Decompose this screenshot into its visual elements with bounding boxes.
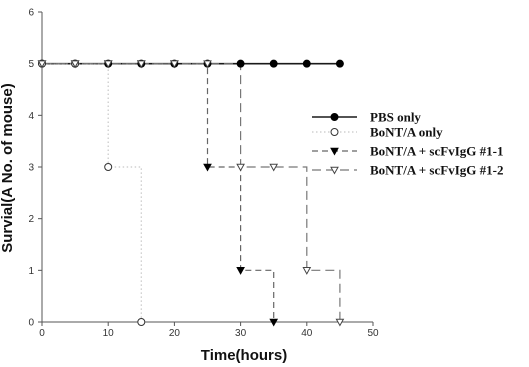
data-point bbox=[302, 59, 311, 68]
y-tick-label: 0 bbox=[28, 318, 34, 329]
series-layer bbox=[42, 62, 341, 322]
y-tick-label: 4 bbox=[28, 111, 34, 122]
data-point bbox=[104, 163, 113, 171]
data-point bbox=[203, 60, 212, 69]
x-tick-label: 30 bbox=[235, 328, 247, 339]
data-point bbox=[330, 166, 339, 175]
data-point bbox=[236, 267, 245, 275]
data-point bbox=[103, 60, 113, 69]
data-point bbox=[136, 60, 146, 69]
x-tick-label: 50 bbox=[367, 328, 379, 339]
legend-label: BoNT/A + scFvIgG #1-1 bbox=[370, 144, 503, 159]
y-tick-label: 5 bbox=[28, 59, 34, 70]
legend-label: PBS only bbox=[370, 110, 421, 125]
data-point bbox=[236, 59, 245, 68]
x-tick-label: 40 bbox=[301, 328, 313, 339]
x-axis-title: Time(hours) bbox=[201, 347, 287, 364]
data-point bbox=[137, 318, 146, 326]
data-point bbox=[335, 59, 344, 68]
data-point bbox=[269, 59, 278, 68]
y-tick-label: 3 bbox=[28, 163, 34, 174]
data-point bbox=[70, 60, 80, 69]
data-point bbox=[269, 163, 279, 172]
data-point bbox=[335, 318, 345, 327]
y-axis-title: Survial(A No. of mouse) bbox=[0, 83, 16, 252]
data-point bbox=[236, 163, 245, 172]
data-point bbox=[330, 113, 339, 121]
ticks: 0 10 20 30 40 50 0 1 2 3 4 5 6 bbox=[28, 8, 379, 340]
data-point bbox=[302, 267, 312, 275]
legend-label: BoNT/A + scFvIgG #1-2 bbox=[370, 163, 503, 178]
data-point bbox=[37, 60, 47, 69]
data-point bbox=[330, 128, 339, 136]
data-point bbox=[269, 318, 279, 327]
x-tick-label: 0 bbox=[39, 328, 45, 339]
series-line bbox=[42, 63, 275, 322]
series-line bbox=[42, 63, 341, 322]
y-tick-label: 1 bbox=[28, 266, 34, 277]
data-point bbox=[203, 163, 212, 172]
x-tick-label: 10 bbox=[103, 328, 115, 339]
legend-label: BoNT/A only bbox=[370, 125, 443, 140]
data-point bbox=[170, 60, 179, 69]
y-tick-label: 2 bbox=[28, 214, 34, 225]
x-tick-label: 20 bbox=[169, 328, 181, 339]
markers-layer bbox=[37, 59, 345, 327]
y-tick-label: 6 bbox=[28, 8, 34, 19]
series-line bbox=[42, 63, 142, 322]
data-point bbox=[330, 147, 339, 156]
